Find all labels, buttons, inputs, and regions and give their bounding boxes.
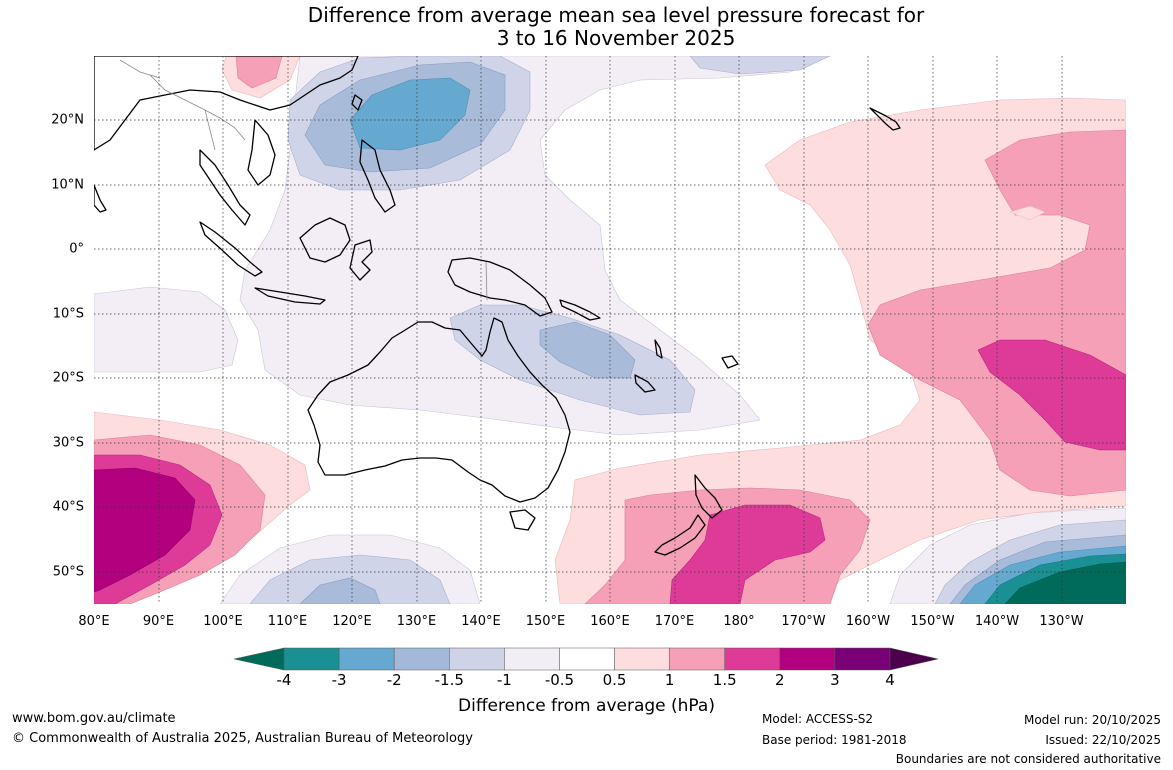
colorbar-arrow-low	[233, 647, 285, 671]
colorbar-tick: -1	[496, 671, 512, 689]
copyright-text: © Commonwealth of Australia 2025, Austra…	[12, 731, 473, 746]
colorbar-tick: -2	[386, 671, 402, 689]
colorbar-swatch	[724, 647, 781, 671]
colorbar-tick: 1	[664, 671, 675, 689]
longitude-label: 140°W	[974, 614, 1020, 629]
graticule	[94, 56, 1126, 604]
title-line-2: 3 to 16 November 2025	[496, 26, 736, 50]
vietnam-coast	[247, 119, 276, 186]
colorbar-tick: 0.5	[602, 671, 627, 689]
latitude-label: 20°N	[51, 112, 84, 128]
longitude-label: 140°E	[461, 614, 501, 629]
hawaii	[869, 107, 901, 131]
vanuatu	[654, 339, 663, 359]
issued-date: Issued: 22/10/2025	[1045, 733, 1161, 747]
colorbar-tick: -0.5	[544, 671, 575, 689]
taiwan-coast	[351, 94, 363, 111]
colorbar-swatch	[393, 647, 450, 671]
india-coast	[94, 184, 107, 213]
sumatra-coast	[199, 221, 263, 277]
latitude-label: 10°S	[52, 306, 84, 322]
colorbar-swatch	[504, 647, 560, 671]
longitude-label: 90°E	[142, 614, 175, 629]
longitude-label: 80°E	[78, 614, 110, 629]
longitude-label: 170°W	[781, 614, 826, 629]
colorbar-tick: 3	[830, 671, 840, 689]
sulawesi-coast	[349, 239, 373, 281]
model-run-date: Model run: 20/10/2025	[1023, 713, 1161, 727]
title-line-1: Difference from average mean sea level p…	[307, 3, 925, 27]
java-coast	[254, 287, 326, 305]
nz-north-island	[694, 474, 723, 519]
latitude-label: 0°	[69, 241, 84, 257]
anomaly-plus-2	[94, 467, 196, 593]
base-period: Base period: 1981-2018	[762, 733, 907, 747]
colorbar-swatch	[614, 647, 670, 671]
philippines-coast	[359, 139, 396, 213]
longitude-label: 130°E	[396, 614, 437, 629]
new-guinea-coast	[447, 257, 553, 317]
latitude-label: 40°S	[52, 499, 84, 515]
colorbar	[233, 647, 939, 671]
colorbar-tick: -1.5	[434, 671, 464, 689]
longitude-label: 120°E	[332, 614, 372, 629]
colorbar-swatch	[283, 647, 340, 671]
longitude-label: 170°E	[654, 614, 695, 629]
latitude-label: 30°S	[52, 435, 84, 451]
colorbar-arrow-high	[889, 647, 939, 671]
colorbar-tick: -4	[276, 671, 292, 689]
longitude-label: 150°W	[910, 614, 955, 629]
map-title: Difference from average mean sea level p…	[0, 4, 1173, 50]
borders	[119, 59, 488, 301]
coastlines	[94, 56, 901, 556]
colorbar-swatch	[338, 647, 395, 671]
borneo-coast	[299, 217, 351, 263]
latitude-label: 50°S	[52, 564, 84, 580]
longitude-label: 180°	[723, 614, 755, 629]
longitude-label: 160°W	[845, 614, 891, 629]
australia-coast	[307, 317, 571, 503]
longitude-label: 150°E	[525, 614, 566, 629]
colorbar-swatch	[449, 647, 505, 671]
longitude-label: 130°W	[1039, 614, 1084, 629]
boundaries-disclaimer: Boundaries are not considered authoritat…	[895, 752, 1161, 766]
colorbar-tick: 1.5	[712, 671, 737, 689]
colorbar-swatch	[779, 647, 836, 671]
asia-coast	[94, 56, 359, 151]
colorbar-swatch	[669, 647, 725, 671]
indochina-coast	[199, 149, 251, 226]
solomon-islands	[559, 299, 601, 321]
nz-south-island	[654, 514, 706, 556]
longitude-label: 110°E	[267, 614, 308, 629]
colorbar-tick: 2	[775, 671, 785, 689]
new-caledonia	[634, 374, 656, 393]
latitude-label: 20°S	[52, 370, 84, 386]
colorbar-swatch	[834, 647, 891, 671]
anomaly-minus-4	[1004, 561, 1126, 604]
fiji	[721, 355, 739, 369]
colorbar-tick: -3	[331, 671, 347, 689]
colorbar-tick: 4	[885, 671, 895, 689]
map-frame	[94, 56, 1126, 604]
longitude-label: 160°E	[590, 614, 630, 629]
longitude-label: 100°E	[203, 614, 243, 629]
tasmania-coast	[509, 509, 536, 531]
model-name: Model: ACCESS-S2	[762, 712, 874, 726]
website-link[interactable]: www.bom.gov.au/climate	[12, 711, 176, 726]
colorbar-label: Difference from average (hPa)	[458, 696, 715, 716]
anomaly-hole	[1009, 205, 1046, 221]
latitude-label: 10°N	[51, 177, 84, 193]
colorbar-swatch	[559, 647, 615, 671]
